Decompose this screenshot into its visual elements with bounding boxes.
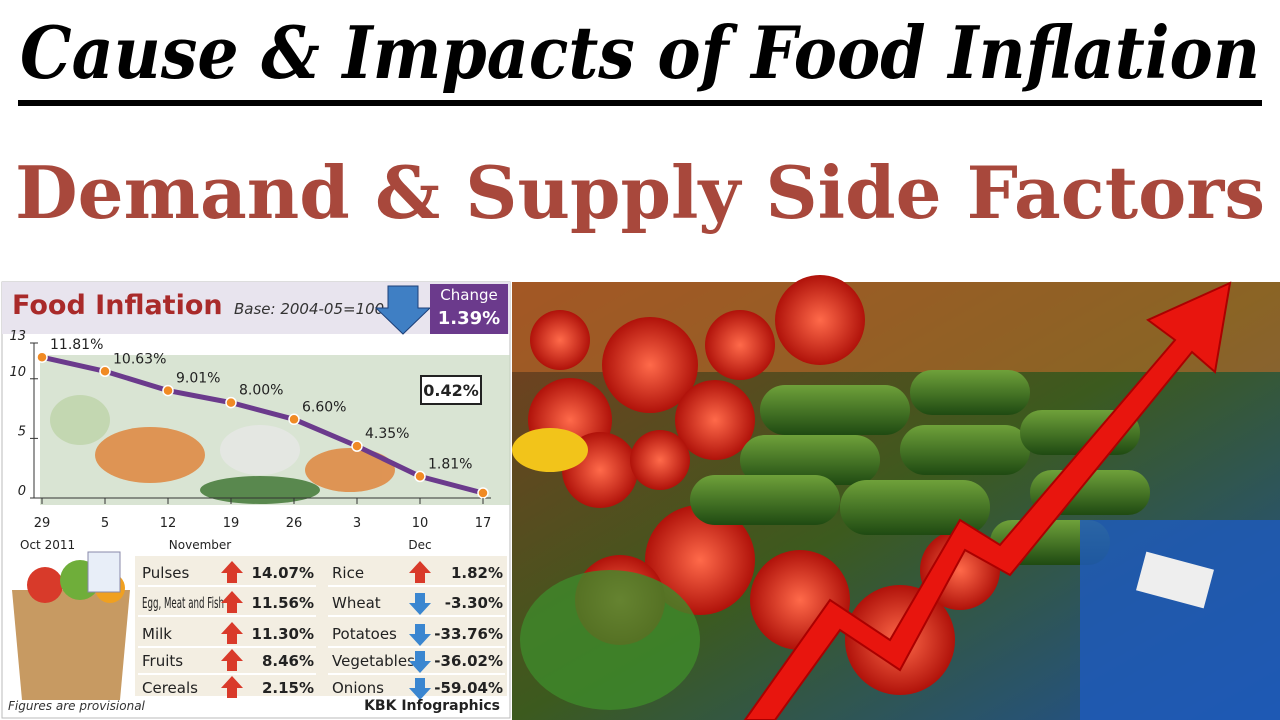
y-tick-label: 0 <box>18 484 26 499</box>
chart-title: Food Inflation <box>12 290 223 321</box>
line-chart: 0 5 10 13 11.81% 10.63% 9.01% 8.00% 6.60% 4.35% 1.… <box>9 329 491 552</box>
arrow-up <box>409 561 431 583</box>
arrow-up <box>221 676 243 698</box>
period-label: November <box>169 538 231 552</box>
arrow-down <box>409 678 431 700</box>
item-name: Wheat <box>332 594 381 612</box>
item-name: Pulses <box>142 564 189 582</box>
item-value: 2.15% <box>262 679 314 697</box>
change-value: 1.39% <box>438 308 500 329</box>
item-value: 14.07% <box>252 564 314 582</box>
value-label: 0.42% <box>423 381 479 400</box>
item-value: -3.30% <box>445 594 503 612</box>
chart-subtitle: Base: 2004-05=100 <box>234 300 384 318</box>
item-name: Onions <box>332 679 384 697</box>
item-table: Pulses 14.07% Egg, Meat and Fish 11.56% Milk… <box>135 556 507 700</box>
point <box>99 365 111 378</box>
arrow-up <box>221 591 243 613</box>
point <box>288 413 300 426</box>
item-value: -36.02% <box>434 652 503 670</box>
vegetable-photo <box>512 275 1280 720</box>
x-tick-label: 5 <box>101 516 109 531</box>
value-label: 4.35% <box>365 426 409 442</box>
arrow-up <box>221 561 243 583</box>
point <box>351 440 363 452</box>
item-name: Rice <box>332 564 364 582</box>
item-name: Potatoes <box>332 625 397 643</box>
item-value: 11.56% <box>252 594 314 612</box>
item-value: 1.82% <box>451 564 503 582</box>
table-bg <box>135 556 507 696</box>
arrow-up <box>221 622 243 644</box>
y-tick-label: 10 <box>9 365 26 380</box>
value-label: 10.63% <box>113 351 166 367</box>
x-tick-label: 17 <box>475 516 492 531</box>
value-label: 8.00% <box>239 383 283 399</box>
line <box>41 354 484 496</box>
point <box>36 351 48 363</box>
period-label: Dec <box>408 538 431 552</box>
item-name: Milk <box>142 625 172 643</box>
y-tick-label: 13 <box>9 329 26 344</box>
arrow-down <box>409 624 431 646</box>
arrow-down <box>409 651 431 673</box>
item-name: Fruits <box>142 652 183 670</box>
value-label: 11.81% <box>50 337 103 353</box>
x-tick-label: 19 <box>223 516 240 531</box>
arrow-down <box>409 593 431 615</box>
title: Cause & Impacts of Food Inflation <box>20 10 1260 95</box>
x-tick-label: 10 <box>412 516 429 531</box>
x-tick-label: 12 <box>160 516 177 531</box>
point <box>477 487 489 499</box>
point <box>162 384 174 397</box>
point <box>414 470 426 483</box>
subtitle: Demand & Supply Side Factors <box>15 150 1265 235</box>
y-tick-label: 5 <box>18 424 26 439</box>
x-tick-label: 29 <box>34 516 51 531</box>
x-tick-label: 26 <box>286 516 303 531</box>
footnote: Figures are provisional <box>8 699 146 713</box>
x-tick-label: 3 <box>353 516 361 531</box>
item-value: 8.46% <box>262 652 314 670</box>
item-name: Vegetables <box>332 652 415 670</box>
period-label: Oct 2011 <box>20 538 75 552</box>
credit: KBK Infographics <box>364 698 500 714</box>
grocery-bag <box>12 551 130 700</box>
change-label: Change <box>440 286 497 304</box>
infographic: Food Inflation Base: 2004-05=100 Change … <box>1 281 511 719</box>
title-underline <box>18 100 1262 106</box>
item-name: Egg, Meat and Fish <box>142 594 224 612</box>
item-value: -59.04% <box>434 679 503 697</box>
item-name: Cereals <box>142 679 198 697</box>
value-label: 1.81% <box>428 456 472 472</box>
value-label: 6.60% <box>302 399 346 415</box>
point <box>225 396 237 409</box>
label-box <box>420 375 482 405</box>
arrow-up <box>221 649 243 671</box>
item-value: -33.76% <box>434 625 503 643</box>
value-label: 9.01% <box>176 371 220 387</box>
item-value: 11.30% <box>252 625 314 643</box>
